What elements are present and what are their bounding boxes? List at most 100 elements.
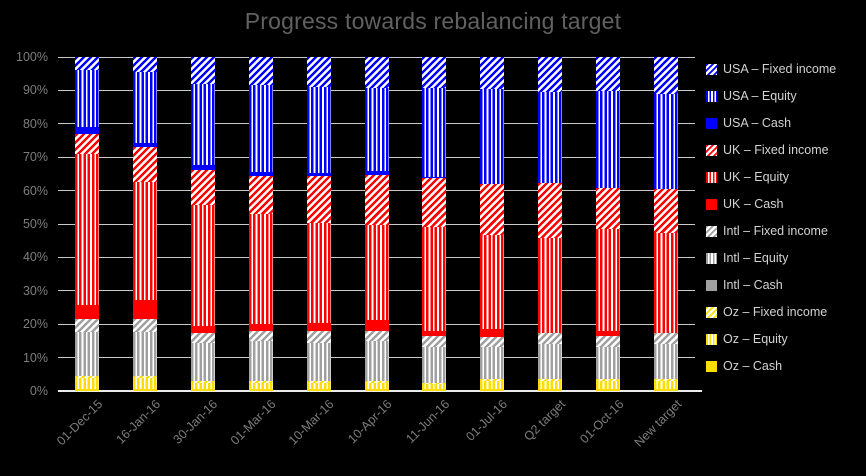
bar-segment <box>190 165 215 170</box>
bar-segment <box>538 379 563 381</box>
stacked-bar <box>480 57 505 391</box>
bar-segment <box>190 57 215 85</box>
bar-segment <box>480 346 505 380</box>
bar-segment <box>422 57 447 89</box>
stacked-bar <box>248 57 273 391</box>
legend-item: USA – Fixed income <box>706 63 836 75</box>
bar-segment <box>306 382 331 390</box>
bar-segment <box>306 57 331 88</box>
bar-segment <box>480 57 505 90</box>
bar-segment <box>422 382 447 385</box>
bar-segment <box>248 330 273 342</box>
bar-segment <box>74 331 99 376</box>
legend-swatch-vertical <box>706 90 717 102</box>
legend-label: Oz – Equity <box>723 332 788 346</box>
legend-swatch-diagonal <box>706 306 717 318</box>
bar-segment <box>596 57 621 92</box>
stacked-bar <box>596 57 621 391</box>
legend-item: UK – Fixed income <box>706 144 836 156</box>
legend-swatch-diagonal <box>706 63 717 75</box>
bar-segment <box>132 299 157 319</box>
bar-segment <box>190 84 215 166</box>
bar-segment <box>132 377 157 390</box>
bar-segment <box>248 389 273 391</box>
y-axis-tick-label: 90% <box>22 83 48 98</box>
bar-segment <box>538 344 563 380</box>
bar-segment <box>480 328 505 337</box>
bar-segment <box>480 234 505 329</box>
bar-segment <box>422 346 447 383</box>
bar-segment <box>132 376 157 378</box>
bar-segment <box>306 87 331 173</box>
bar-segment <box>596 381 621 390</box>
x-axis-tick-label: 01-Oct-16 <box>576 397 627 447</box>
x-axis-tick-label: 10-Mar-16 <box>285 397 337 448</box>
bar-segment <box>654 389 679 391</box>
bar-segment <box>74 127 99 134</box>
bar-segment <box>422 335 447 347</box>
bar-segment <box>364 331 389 342</box>
bar-segment <box>364 382 389 390</box>
stacked-bar <box>654 57 679 391</box>
legend-label: Oz – Cash <box>723 359 783 373</box>
bar-segment <box>364 381 389 383</box>
legend-label: UK – Cash <box>723 197 784 211</box>
legend-label: Oz – Fixed income <box>723 305 828 319</box>
bar-segment <box>306 331 331 344</box>
bar-segment <box>654 379 679 381</box>
bar-segment <box>190 381 215 383</box>
bar-segment <box>364 57 389 89</box>
bar-segment <box>364 320 389 332</box>
bar-segment <box>74 305 99 319</box>
bar-segment <box>596 379 621 381</box>
bar-segment <box>364 171 389 175</box>
x-axis-tick-label: 10-Apr-16 <box>345 397 395 447</box>
stacked-bar <box>422 57 447 391</box>
bar-segment <box>190 382 215 390</box>
bar-segment <box>654 344 679 380</box>
bar-segment <box>596 389 621 391</box>
x-axis-tick-label: 11-Jun-16 <box>403 397 453 447</box>
bar-segment <box>132 182 157 300</box>
legend-swatch-solid <box>706 198 717 210</box>
x-axis-tick-label: 01-Mar-16 <box>227 397 279 448</box>
bar-segment <box>654 94 679 190</box>
bar-segment <box>74 376 99 378</box>
legend-swatch-solid <box>706 360 717 372</box>
bar-segment <box>74 70 99 128</box>
bar-segment <box>422 389 447 391</box>
bar-segment <box>422 88 447 177</box>
y-axis-tick-label: 80% <box>22 116 48 131</box>
bar-segment <box>596 229 621 332</box>
bar-segment <box>74 318 99 332</box>
x-axis-tick-label: 01-Jul-16 <box>463 397 511 444</box>
y-axis-tick-label: 50% <box>22 217 48 231</box>
bar-segment <box>132 389 157 391</box>
y-axis-tick-label: 30% <box>22 283 48 298</box>
bar-segment <box>538 57 563 92</box>
bar-segment <box>596 336 621 347</box>
bar-segment <box>654 381 679 390</box>
y-axis-tick-label: 0% <box>29 384 48 398</box>
legend-swatch-diagonal <box>706 225 717 237</box>
bar-segment <box>248 323 273 331</box>
bar-segment <box>364 224 389 321</box>
bar-segment <box>480 389 505 391</box>
legend-label: USA – Equity <box>723 89 797 103</box>
chart-title: Progress towards rebalancing target <box>244 8 622 34</box>
legend-item: Intl – Fixed income <box>706 225 836 237</box>
bar-segment <box>538 381 563 390</box>
legend-label: Intl – Cash <box>723 278 783 292</box>
bar-segment <box>306 381 331 383</box>
x-axis-tick-label: 01-Dec-15 <box>53 397 105 449</box>
bar-segment <box>132 57 157 73</box>
bar-segment <box>596 91 621 188</box>
legend-item: Oz – Fixed income <box>706 306 836 318</box>
bar-segment <box>132 142 157 148</box>
bar-segment <box>422 178 447 227</box>
bar-segment <box>480 184 505 235</box>
legend-item: UK – Cash <box>706 198 836 210</box>
bar-segment <box>190 326 215 333</box>
bar-segment <box>74 133 99 154</box>
